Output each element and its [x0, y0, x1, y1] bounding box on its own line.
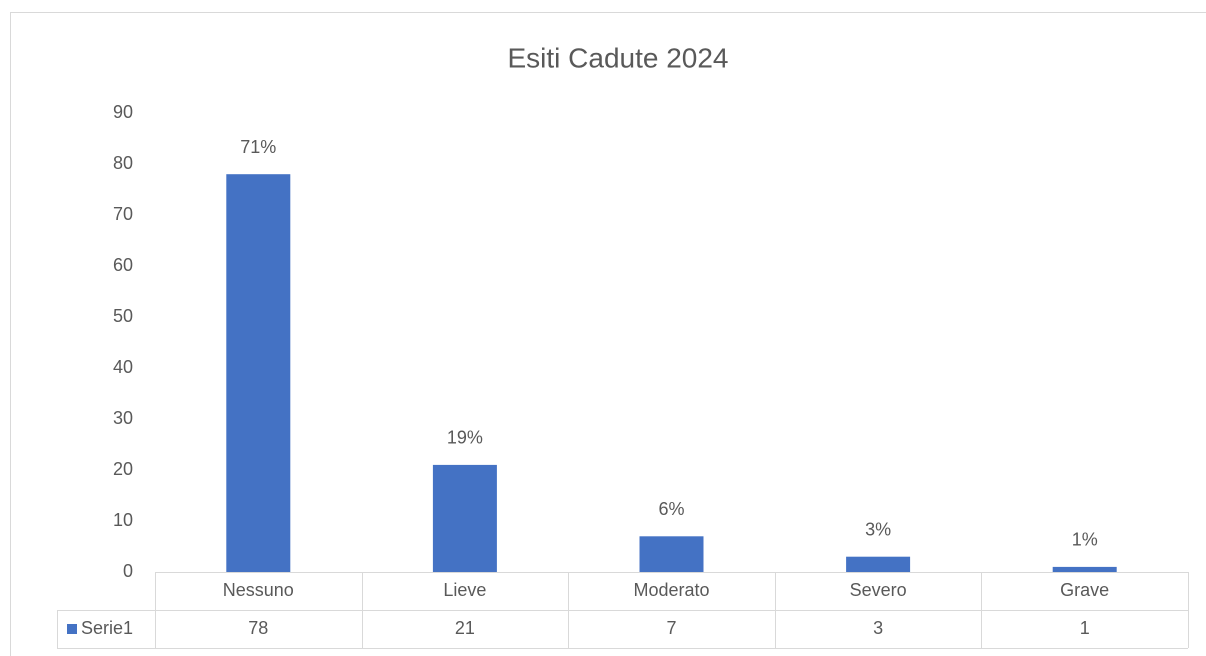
y-tick-label: 50 — [113, 306, 133, 326]
table-value: 21 — [455, 618, 475, 638]
y-tick-label: 0 — [123, 561, 133, 581]
chart-title: Esiti Cadute 2024 — [507, 42, 728, 73]
chart-border — [10, 12, 1206, 656]
table-value: 1 — [1080, 618, 1090, 638]
table-value: 7 — [666, 618, 676, 638]
x-tick-label: Severo — [850, 580, 907, 600]
y-tick-label: 20 — [113, 459, 133, 479]
bar — [226, 174, 291, 572]
legend-key — [67, 624, 77, 634]
y-tick-label: 80 — [113, 153, 133, 173]
bar — [846, 556, 911, 572]
y-tick-label: 90 — [113, 102, 133, 122]
y-tick-label: 30 — [113, 408, 133, 428]
data-label: 3% — [865, 519, 891, 539]
y-tick-label: 40 — [113, 357, 133, 377]
y-tick-label: 70 — [113, 204, 133, 224]
data-label: 71% — [240, 137, 276, 157]
legend-label: Serie1 — [81, 618, 133, 638]
table-value: 78 — [248, 618, 268, 638]
table-value: 3 — [873, 618, 883, 638]
data-label: 1% — [1072, 530, 1098, 550]
bar — [432, 464, 497, 572]
y-tick-label: 10 — [113, 510, 133, 530]
data-label: 19% — [447, 428, 483, 448]
bar — [1052, 566, 1117, 572]
bar — [639, 536, 704, 572]
y-tick-label: 60 — [113, 255, 133, 275]
data-label: 6% — [658, 499, 684, 519]
x-tick-label: Lieve — [443, 580, 486, 600]
x-tick-label: Moderato — [633, 580, 709, 600]
x-tick-label: Nessuno — [223, 580, 294, 600]
x-tick-label: Grave — [1060, 580, 1109, 600]
